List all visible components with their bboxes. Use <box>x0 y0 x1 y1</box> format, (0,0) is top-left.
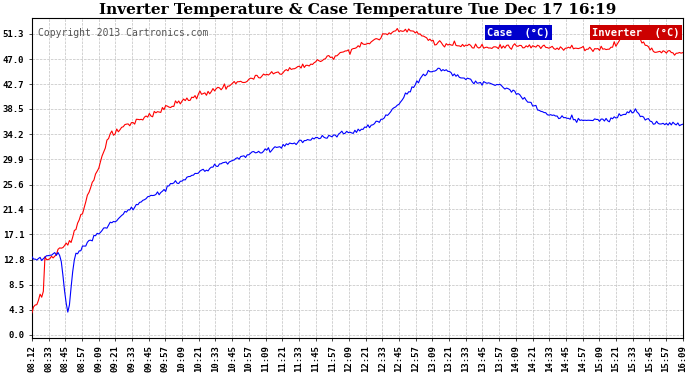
Title: Inverter Temperature & Case Temperature Tue Dec 17 16:19: Inverter Temperature & Case Temperature … <box>99 3 616 17</box>
Text: Copyright 2013 Cartronics.com: Copyright 2013 Cartronics.com <box>39 27 209 38</box>
Text: Inverter  (°C): Inverter (°C) <box>592 27 680 38</box>
Text: Case  (°C): Case (°C) <box>487 27 550 38</box>
